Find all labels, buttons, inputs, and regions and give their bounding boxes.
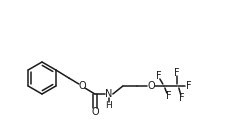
Text: O: O [91, 107, 99, 117]
Text: F: F [179, 93, 185, 103]
Text: H: H [106, 102, 112, 111]
Text: O: O [78, 81, 86, 91]
Text: F: F [174, 68, 180, 78]
Text: N: N [105, 89, 113, 99]
Text: F: F [186, 81, 192, 91]
Text: F: F [156, 71, 162, 81]
Text: O: O [147, 81, 155, 91]
Text: F: F [166, 91, 172, 101]
